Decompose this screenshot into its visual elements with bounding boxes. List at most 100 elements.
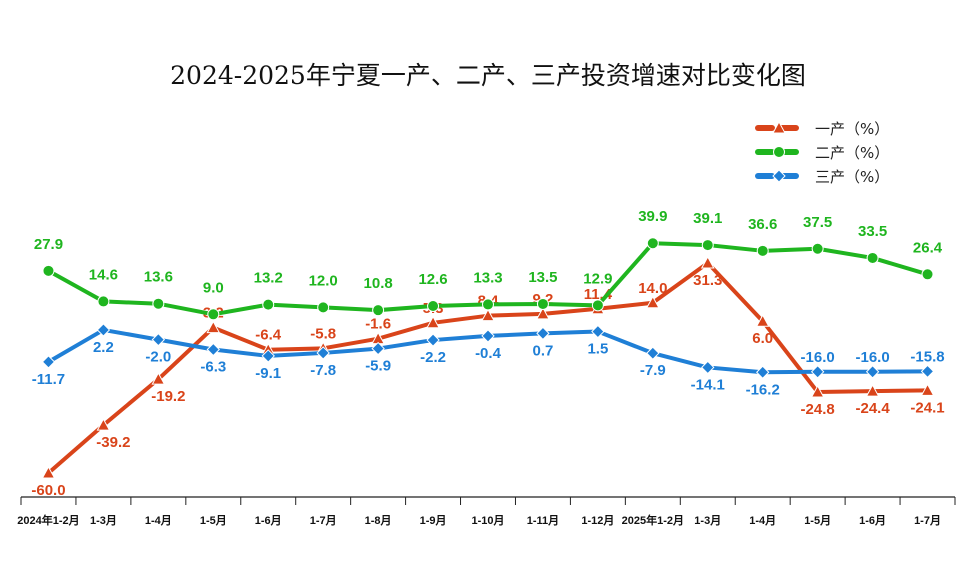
legend: 一产（%） 二产（%） 三产（%） <box>755 120 889 186</box>
data-label: 14.6 <box>89 266 118 283</box>
data-label: -6.3 <box>200 358 226 375</box>
circle-marker <box>866 251 879 264</box>
triangle-marker <box>481 308 495 322</box>
triangle-marker <box>645 295 660 309</box>
diamond-marker <box>426 333 440 347</box>
data-label: 36.6 <box>748 216 777 233</box>
data-label: -19.2 <box>151 388 185 405</box>
circle-marker <box>97 295 110 308</box>
triangle-marker <box>151 372 166 385</box>
circle-marker <box>756 244 769 257</box>
diamond-marker <box>865 365 880 379</box>
diamond-marker <box>591 324 605 339</box>
data-label: 37.5 <box>803 214 832 231</box>
data-label: 6.0 <box>752 330 773 347</box>
circle-marker <box>152 297 165 310</box>
data-label: 13.5 <box>528 269 557 286</box>
chart-title: 2024-2025年宁夏一产、二产、三产投资增速对比变化图 <box>170 61 806 90</box>
triangle-marker <box>755 314 770 327</box>
circle-marker <box>317 301 330 314</box>
data-label: 13.3 <box>473 269 502 286</box>
data-label: 31.3 <box>693 272 722 289</box>
data-label: -1.6 <box>365 316 391 333</box>
data-label: 2.2 <box>93 339 114 356</box>
diamond-marker <box>261 349 275 363</box>
data-label: -5.8 <box>310 325 336 342</box>
legend-triangle-icon <box>772 120 786 134</box>
x-tick-label: 1-8月 <box>365 514 392 527</box>
data-label: -16.2 <box>746 381 780 398</box>
diamond-marker <box>536 326 550 341</box>
diamond-marker <box>41 355 56 369</box>
triangle-marker <box>96 418 111 431</box>
data-label: -16.0 <box>801 349 835 366</box>
data-label: 39.9 <box>638 208 667 225</box>
data-label: -60.0 <box>31 482 65 499</box>
series-2: 27.9 14.6 13.6 9.0 13.2 12.0 10.8 12.6 13.3 13.5 1… <box>34 208 943 321</box>
circle-marker <box>536 297 549 310</box>
data-label: 14.0 <box>638 280 667 297</box>
diamond-marker <box>920 364 935 379</box>
data-label: -39.2 <box>96 434 130 451</box>
x-tick-label: 2025年1-2月 <box>622 513 684 527</box>
data-label: -5.9 <box>365 358 391 375</box>
legend-circle-icon <box>773 146 785 158</box>
triangle-marker <box>426 315 440 329</box>
data-label: -16.0 <box>855 349 889 366</box>
series-group: -60.0-39.2-19.23.2-6.4-5.8-1.65.38.49.21… <box>31 208 944 499</box>
x-tick-label: 1-12月 <box>581 514 614 527</box>
diamond-marker <box>371 341 385 356</box>
data-label: 33.5 <box>858 223 887 240</box>
data-label: 13.2 <box>254 270 283 287</box>
legend-label: 三产（%） <box>815 168 889 186</box>
x-tick-label: 1-11月 <box>527 514 559 527</box>
data-label: -15.8 <box>910 348 944 365</box>
circle-marker <box>207 308 220 321</box>
series-1: -60.0-39.2-19.23.2-6.4-5.8-1.65.38.49.21… <box>31 255 945 499</box>
diamond-marker <box>206 342 221 357</box>
x-tick-label: 1-7月 <box>914 514 941 527</box>
circle-marker <box>262 298 275 311</box>
circle-marker <box>482 298 494 311</box>
circle-marker <box>811 242 824 255</box>
x-tick-label: 1-6月 <box>859 514 886 527</box>
data-label: -11.7 <box>32 371 65 388</box>
data-label: 1.5 <box>587 341 608 358</box>
circle-marker <box>701 239 714 252</box>
triangle-marker <box>920 383 935 396</box>
circle-marker <box>42 264 55 277</box>
triangle-marker <box>206 320 221 334</box>
data-label: -24.1 <box>910 399 944 416</box>
diamond-marker <box>151 332 166 347</box>
data-label: -2.0 <box>145 349 171 366</box>
x-tick-label: 1-7月 <box>310 514 337 527</box>
diamond-marker <box>810 365 825 379</box>
data-label: -24.4 <box>855 400 890 417</box>
data-label: 9.0 <box>203 279 224 296</box>
x-tick-label: 1-10月 <box>471 514 504 527</box>
diamond-marker <box>481 329 495 343</box>
legend-label: 二产（%） <box>815 144 889 162</box>
triangle-marker <box>536 306 550 320</box>
diamond-marker <box>316 346 330 360</box>
data-label: 12.9 <box>583 270 612 287</box>
x-tick-label: 1-3月 <box>90 514 117 527</box>
data-label: 0.7 <box>533 342 554 359</box>
legend-diamond-icon <box>772 169 786 183</box>
circle-marker <box>921 268 934 281</box>
data-label: 10.8 <box>364 275 393 292</box>
data-label: -24.8 <box>801 401 835 418</box>
diamond-marker <box>646 346 660 360</box>
x-tick-label: 1-9月 <box>420 514 447 527</box>
circle-marker <box>372 304 385 317</box>
diamond-marker <box>96 323 111 337</box>
x-tick-label: 2024年1-2月 <box>17 513 79 527</box>
triangle-marker <box>700 255 715 269</box>
x-tick-label: 1-5月 <box>804 514 831 527</box>
triangle-marker <box>865 384 880 397</box>
x-tick-label: 1-4月 <box>749 514 776 527</box>
legend-label: 一产（%） <box>815 120 889 138</box>
diamond-marker <box>755 365 770 379</box>
data-label: -0.4 <box>475 345 502 362</box>
